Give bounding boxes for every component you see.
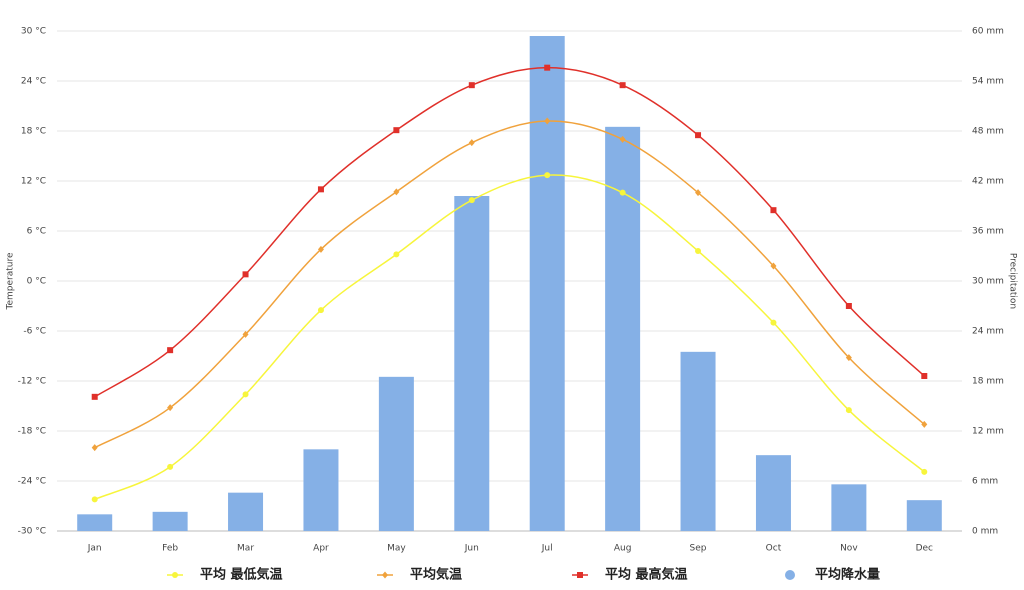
bar [228, 492, 264, 531]
y-tick-label: 24 °C [21, 77, 46, 87]
point [619, 189, 626, 196]
x-tick-label: Jul [541, 544, 553, 554]
line [94, 120, 925, 449]
y-tick-label: -24 °C [18, 477, 46, 487]
bar [680, 351, 716, 531]
point [167, 463, 174, 470]
point [317, 245, 324, 253]
y2-tick-label: 48 mm [972, 127, 1004, 137]
bar [454, 196, 490, 531]
point [91, 444, 98, 452]
bar [529, 36, 565, 531]
point [544, 172, 551, 179]
y-tick-label: 12 °C [21, 177, 46, 187]
y-tick-label: -12 °C [18, 377, 46, 387]
point [770, 262, 777, 270]
point [845, 303, 852, 309]
y2-tick-label: 42 mm [972, 177, 1004, 187]
x-tick-label: Nov [840, 544, 858, 554]
line [94, 174, 925, 501]
bar [755, 455, 791, 531]
y2-tick-label: 0 mm [972, 527, 998, 537]
point [770, 319, 777, 326]
point [393, 188, 400, 196]
x-tick-label: Mar [237, 544, 254, 554]
x-tick-label: Oct [766, 544, 782, 554]
point [921, 373, 928, 379]
legend-text: 平均 最高気温 [605, 567, 688, 583]
point [468, 197, 475, 204]
y-tick-label: 30 °C [21, 27, 46, 37]
point [544, 117, 551, 125]
bar [378, 376, 414, 531]
point [393, 251, 400, 258]
point [845, 407, 852, 414]
y2-tick-label: 54 mm [972, 77, 1004, 87]
point [544, 64, 551, 71]
point [619, 82, 626, 89]
y2-tick-label: 30 mm [972, 277, 1004, 287]
y2-tick-label: 12 mm [972, 427, 1004, 437]
y-tick-label: 18 °C [21, 127, 46, 137]
legend-marker [382, 571, 388, 579]
bar [303, 449, 339, 531]
point [921, 420, 928, 428]
line [94, 66, 925, 398]
point [242, 391, 249, 398]
x-tick-label: Dec [916, 544, 933, 554]
bar [152, 511, 188, 531]
legend-text: 平均降水量 [815, 567, 880, 583]
x-tick-label: Apr [313, 544, 329, 554]
legend-marker [172, 572, 178, 578]
point [468, 82, 475, 89]
x-tick-label: May [387, 544, 406, 554]
y2-tick-label: 36 mm [972, 227, 1004, 237]
bar [906, 500, 942, 531]
point [91, 496, 98, 503]
point [167, 404, 174, 412]
point [695, 189, 702, 197]
bar [831, 484, 867, 531]
x-tick-label: Jun [464, 544, 479, 554]
legend-text: 平均 最低気温 [200, 567, 283, 583]
point [770, 207, 777, 214]
y-tick-label: -30 °C [18, 527, 46, 537]
y2-tick-label: 18 mm [972, 377, 1004, 387]
legend-marker [577, 572, 583, 578]
x-tick-label: Jan [87, 544, 102, 554]
point [468, 139, 475, 147]
point [845, 354, 852, 362]
y-tick-label: 6 °C [27, 227, 46, 237]
y2-axis-title: Precipitation [1008, 253, 1018, 309]
point [317, 186, 324, 193]
y2-tick-label: 24 mm [972, 327, 1004, 337]
point [695, 132, 702, 139]
y-axis-title: Temperature [6, 252, 16, 310]
point [393, 127, 400, 134]
x-tick-label: Sep [690, 544, 707, 554]
y2-tick-label: 60 mm [972, 27, 1004, 37]
legend-text: 平均気温 [410, 567, 462, 583]
y2-tick-label: 6 mm [972, 477, 998, 487]
point [167, 347, 174, 354]
y-tick-label: -18 °C [18, 427, 46, 437]
point [91, 393, 98, 400]
bar [77, 514, 113, 531]
point [242, 330, 249, 338]
point [921, 468, 928, 475]
y-tick-label: -6 °C [23, 327, 46, 337]
point [695, 248, 702, 254]
point [317, 307, 324, 314]
x-tick-label: Feb [162, 544, 178, 554]
legend-marker [785, 570, 795, 580]
point [242, 271, 249, 278]
x-tick-label: Aug [614, 544, 632, 554]
point [619, 135, 626, 143]
y-tick-label: 0 °C [27, 277, 46, 287]
